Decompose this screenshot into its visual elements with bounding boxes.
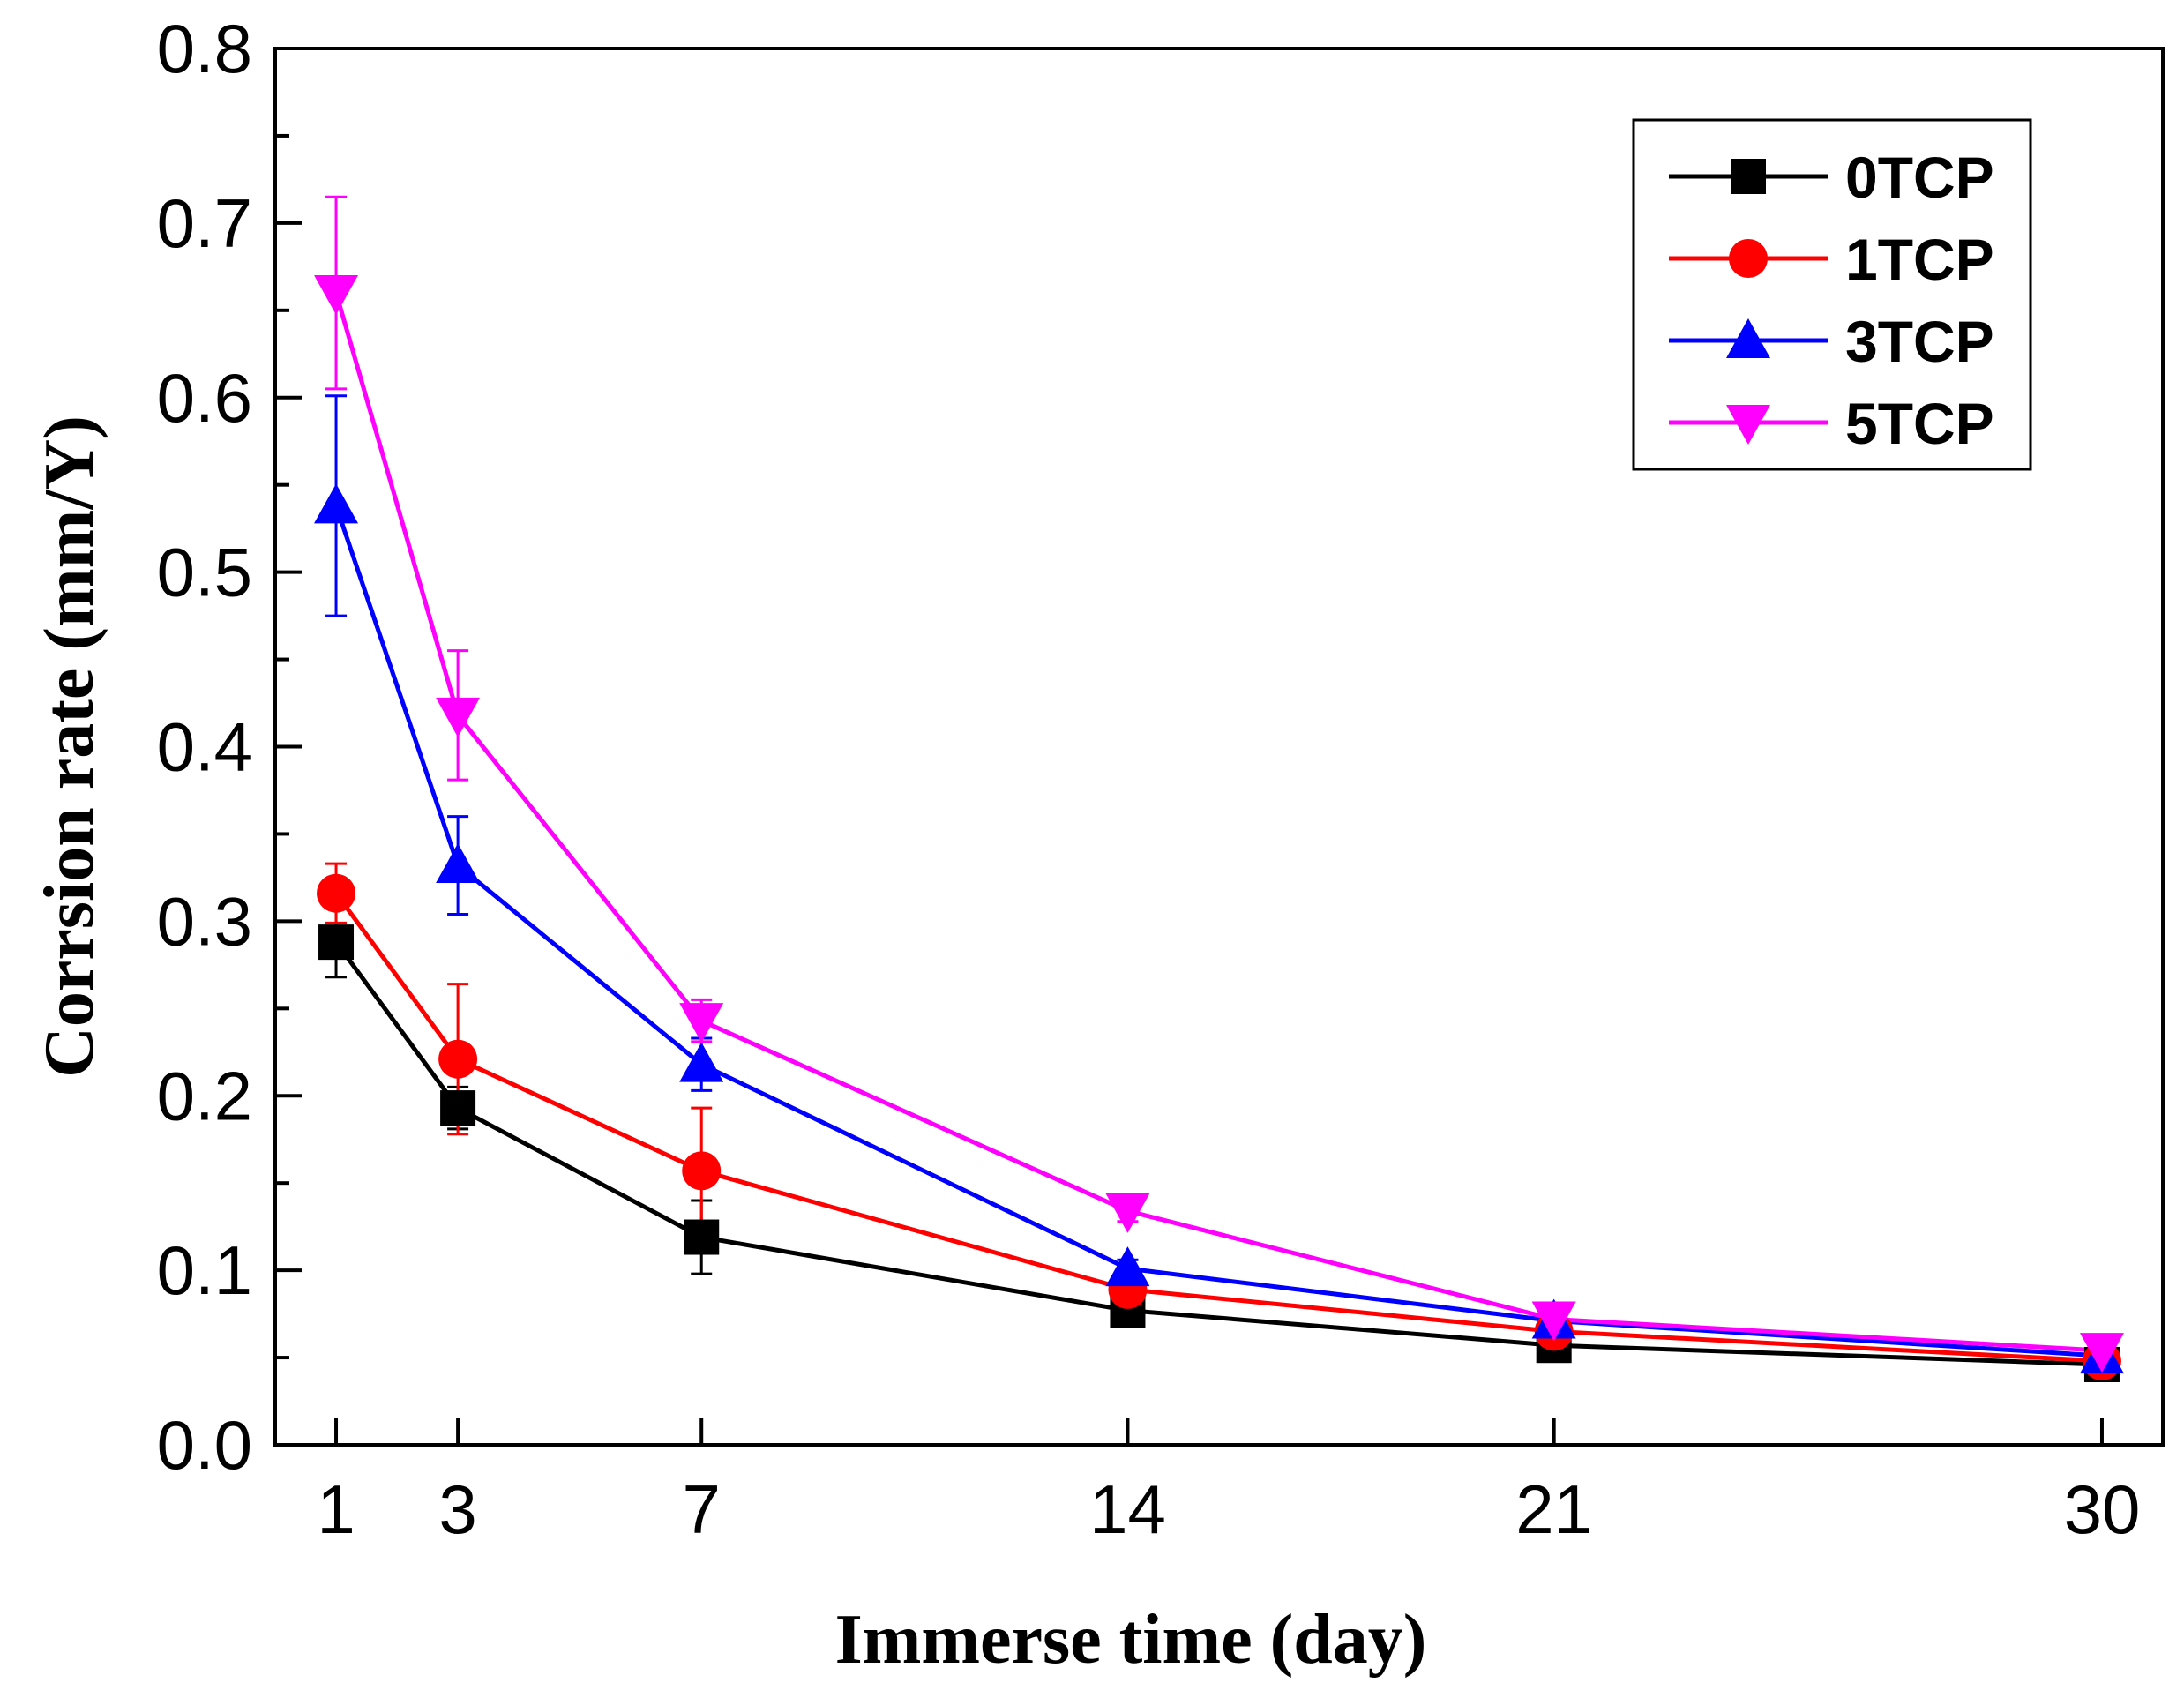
y-tick-label: 0.3: [157, 882, 252, 960]
legend-marker-0tcp: [1731, 159, 1766, 194]
series-line-5tcp: [333, 292, 2103, 1353]
data-point-0tcp: [318, 924, 355, 961]
x-tick-label: 21: [1515, 1470, 1592, 1548]
data-point-1tcp: [438, 1039, 478, 1079]
legend-label-1tcp: 1TCP: [1845, 227, 1994, 292]
y-tick-label: 0.1: [157, 1231, 252, 1309]
series-line-3tcp: [333, 505, 2103, 1358]
y-axis-title: Corrsion rate (mm/Y): [31, 415, 108, 1078]
legend-label-3tcp: 3TCP: [1845, 309, 1994, 374]
x-tick-label: 14: [1089, 1470, 1166, 1548]
x-axis-title: Immerse time (day): [835, 1601, 1427, 1679]
legend: 0TCP 1TCP 3TCP 5TCP: [1632, 118, 2032, 471]
y-tick-label: 0.5: [157, 534, 252, 611]
data-point-1tcp: [682, 1151, 722, 1191]
y-tick-label: 0.6: [157, 359, 252, 437]
data-point-1tcp: [317, 873, 356, 913]
series-line-0tcp: [334, 940, 2103, 1367]
y-tick-label: 0.0: [157, 1406, 252, 1484]
y-tick-label: 0.4: [157, 708, 252, 786]
data-point-3tcp: [436, 843, 481, 884]
x-tick-label: 30: [2064, 1470, 2141, 1548]
data-point-5tcp: [314, 275, 359, 316]
x-tick-label: 7: [683, 1470, 721, 1548]
x-tick-label: 3: [438, 1470, 476, 1548]
data-point-0tcp: [684, 1219, 720, 1255]
data-point-3tcp: [1105, 1246, 1150, 1287]
y-tick-label: 0.2: [157, 1057, 252, 1134]
legend-label-5tcp: 5TCP: [1845, 391, 1994, 456]
legend-marker-5tcp: [1726, 405, 1770, 445]
data-point-3tcp: [679, 1042, 724, 1082]
y-tick-label: 0.8: [157, 10, 252, 87]
data-point-0tcp: [440, 1090, 476, 1126]
data-point-5tcp: [1105, 1193, 1150, 1233]
data-point-5tcp: [2079, 1333, 2124, 1373]
x-tick-label: 1: [317, 1470, 355, 1548]
data-point-5tcp: [679, 1003, 724, 1043]
y-tick-label: 0.7: [157, 184, 252, 262]
series-line-1tcp: [334, 892, 2103, 1364]
data-point-3tcp: [314, 483, 359, 524]
series-lines: [333, 292, 2103, 1367]
legend-marker-3tcp: [1726, 318, 1770, 358]
series-markers: [314, 275, 2124, 1382]
axis-ticks: 0.0 0.1 0.2 0.3 0.4 0.5 0.6 0.7 0.8 1 3 7 14 21 30: [157, 10, 2141, 1548]
legend-label-0tcp: 0TCP: [1845, 145, 1994, 210]
data-point-5tcp: [1531, 1301, 1576, 1342]
data-point-5tcp: [436, 697, 481, 737]
legend-marker-1tcp: [1729, 239, 1768, 278]
